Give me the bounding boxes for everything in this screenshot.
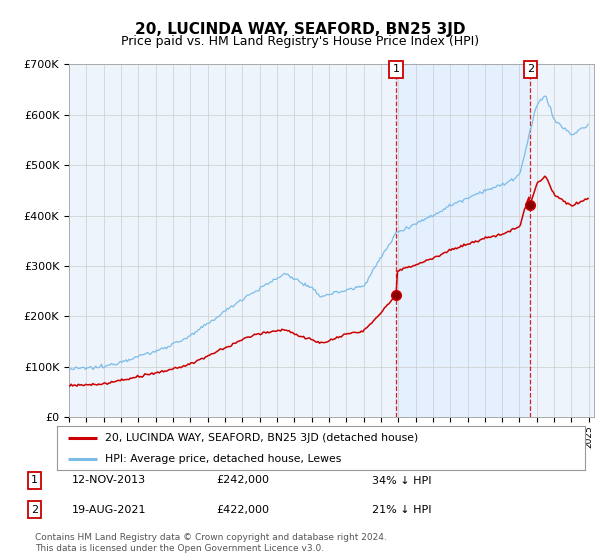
Text: Price paid vs. HM Land Registry's House Price Index (HPI): Price paid vs. HM Land Registry's House … (121, 35, 479, 48)
Text: 12-NOV-2013: 12-NOV-2013 (72, 475, 146, 486)
Text: £422,000: £422,000 (216, 505, 269, 515)
Text: 20, LUCINDA WAY, SEAFORD, BN25 3JD: 20, LUCINDA WAY, SEAFORD, BN25 3JD (135, 22, 465, 38)
Bar (396, 64, 530, 417)
Text: £242,000: £242,000 (216, 475, 269, 486)
Text: 2: 2 (527, 64, 534, 74)
Text: 34% ↓ HPI: 34% ↓ HPI (372, 475, 431, 486)
Text: 20, LUCINDA WAY, SEAFORD, BN25 3JD (detached house): 20, LUCINDA WAY, SEAFORD, BN25 3JD (deta… (104, 433, 418, 443)
Text: 21% ↓ HPI: 21% ↓ HPI (372, 505, 431, 515)
Text: 1: 1 (392, 64, 400, 74)
Text: 19-AUG-2021: 19-AUG-2021 (72, 505, 146, 515)
Text: 2: 2 (31, 505, 38, 515)
Text: HPI: Average price, detached house, Lewes: HPI: Average price, detached house, Lewe… (104, 454, 341, 464)
Text: Contains HM Land Registry data © Crown copyright and database right 2024.
This d: Contains HM Land Registry data © Crown c… (35, 533, 386, 553)
Text: 1: 1 (31, 475, 38, 486)
